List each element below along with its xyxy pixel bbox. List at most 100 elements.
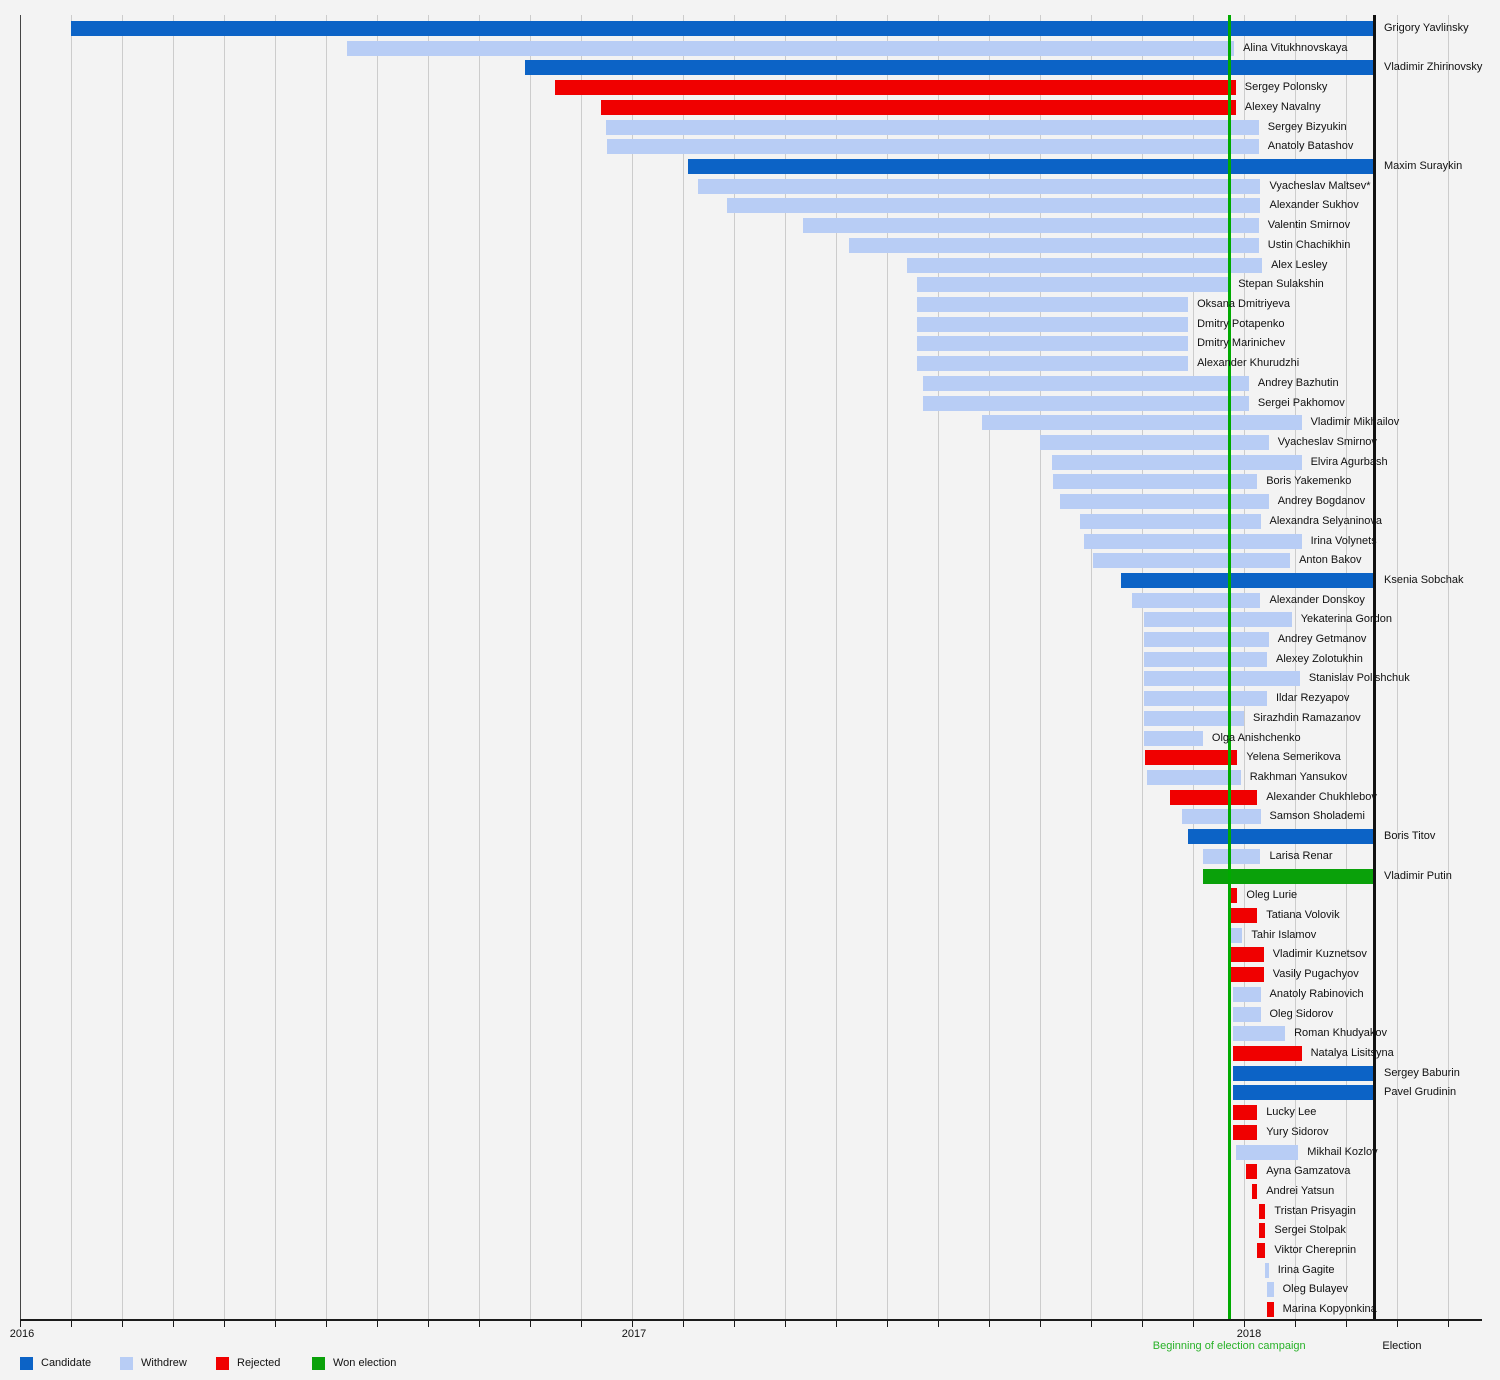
candidate-label: Valentin Smirnov — [1267, 219, 1351, 232]
candidate-label: Alexander Khurudzhi — [1197, 357, 1300, 370]
timeline-bar-withdrew — [1132, 592, 1261, 608]
candidate-label: Rakhman Yansukov — [1249, 771, 1348, 783]
candidate-label: Andrey Getmanov — [1277, 633, 1367, 645]
month-gridline — [1091, 15, 1092, 1319]
candidate-label: Anton Bakov — [1299, 554, 1362, 567]
timeline-bar-withdrew — [1146, 770, 1241, 785]
month-gridline — [1448, 15, 1449, 1319]
axis-year-label-2017: 2017 — [621, 1328, 647, 1340]
campaign-start-line — [1227, 15, 1231, 1319]
month-gridline — [734, 15, 735, 1319]
month-gridline — [581, 15, 582, 1319]
candidate-label: Vladimir Zhirinovsky — [1384, 61, 1483, 74]
month-gridline — [938, 15, 939, 1319]
month-gridline — [71, 15, 72, 1319]
axis-tick — [1193, 1319, 1194, 1327]
candidate-label: Natalya Lisitsyna — [1310, 1046, 1394, 1059]
axis-tick — [71, 1319, 72, 1327]
timeline-bar-withdrew — [916, 336, 1189, 352]
candidate-label: Stanislav Polishchuk — [1308, 672, 1410, 685]
timeline-bar-withdrew — [916, 277, 1230, 293]
timeline-bar-candidate — [1188, 829, 1374, 845]
candidate-label: Stepan Sulakshin — [1238, 278, 1324, 291]
candidate-label: Sergey Baburin — [1384, 1066, 1460, 1079]
candidate-label: Olga Anishchenko — [1211, 731, 1301, 744]
timeline-bar-withdrew — [1143, 671, 1300, 687]
axis-tick — [734, 1319, 735, 1327]
axis-tick — [683, 1319, 684, 1327]
axis-tick — [1448, 1319, 1449, 1327]
candidate-label: Ksenia Sobchak — [1384, 573, 1464, 586]
candidate-label: Elvira Agurbash — [1310, 455, 1388, 468]
timeline-bar-withdrew — [1143, 710, 1244, 726]
candidate-label: Vasily Pugachyov — [1272, 968, 1359, 981]
candidate-label: Irina Volynets — [1310, 534, 1377, 547]
month-gridline — [530, 15, 531, 1319]
month-gridline — [632, 15, 633, 1319]
axis-tick — [1346, 1319, 1347, 1327]
candidate-label: Ildar Rezyapov — [1276, 692, 1350, 705]
month-gridline — [326, 15, 327, 1319]
timeline-bar-rejected — [1258, 1203, 1266, 1219]
candidate-label: Alexey Navalny — [1244, 100, 1321, 113]
timeline-bar-rejected — [1258, 1223, 1266, 1239]
month-gridline — [122, 15, 123, 1319]
timeline-bar-withdrew — [1229, 927, 1243, 943]
legend-label: Candidate — [41, 1357, 92, 1369]
timeline-bar-rejected — [1232, 1124, 1258, 1140]
candidate-label: Oleg Bulayev — [1282, 1283, 1349, 1296]
timeline-bar-withdrew — [1232, 1006, 1261, 1022]
timeline-bar-rejected — [1245, 1164, 1258, 1180]
timeline-bar-candidate — [71, 21, 1374, 36]
timeline-bar-withdrew — [803, 218, 1259, 234]
axis-tick — [1397, 1319, 1398, 1327]
campaign-start-label: Beginning of election campaign — [1152, 1340, 1306, 1352]
timeline-bar-rejected — [1230, 967, 1264, 983]
timeline-bar-rejected — [1170, 789, 1258, 805]
timeline-bar-withdrew — [916, 356, 1189, 372]
timeline-bar-withdrew — [1053, 474, 1258, 490]
election-line — [1372, 15, 1376, 1319]
month-gridline — [1397, 15, 1398, 1319]
timeline-bar-candidate — [525, 60, 1374, 76]
candidate-label: Dmitry Potapenko — [1197, 317, 1285, 330]
timeline-bar-rejected — [1257, 1243, 1266, 1258]
timeline-bar-withdrew — [923, 375, 1249, 391]
x-axis-line — [20, 1319, 1482, 1321]
candidate-label: Boris Titov — [1384, 830, 1436, 843]
candidate-label: Alexander Sukhov — [1269, 199, 1359, 212]
candidate-label: Tatiana Volovik — [1266, 909, 1340, 921]
candidate-label: Vladimir Mikhailov — [1310, 416, 1400, 429]
timeline-bar-candidate — [1120, 572, 1374, 588]
timeline-bar-withdrew — [1092, 553, 1290, 569]
axis-tick — [581, 1319, 582, 1327]
candidate-label: Yury Sidorov — [1266, 1125, 1329, 1138]
timeline-bar-withdrew — [1267, 1282, 1274, 1298]
candidate-label: Alex Lesley — [1271, 258, 1328, 271]
timeline-bar-rejected — [600, 99, 1236, 115]
axis-tick — [20, 1319, 21, 1327]
month-gridline — [377, 15, 378, 1319]
timeline-bar-withdrew — [347, 40, 1235, 56]
month-gridline — [1244, 15, 1245, 1319]
timeline-bar-withdrew — [605, 119, 1259, 135]
candidate-label: Oksana Dmitriyeva — [1197, 297, 1291, 310]
timeline-bar-rejected — [1230, 947, 1264, 963]
candidate-label: Vladimir Kuznetsov — [1272, 948, 1367, 961]
legend: Candidate Withdrew Rejected Won election — [0, 1356, 1500, 1376]
candidate-label: Andrey Bogdanov — [1277, 495, 1366, 507]
candidate-label: Lucky Lee — [1266, 1106, 1317, 1118]
month-gridline — [479, 15, 480, 1319]
timeline-bar-rejected — [1227, 888, 1238, 904]
timeline-bar-withdrew — [727, 198, 1261, 214]
candidate-label: Anatoly Batashov — [1267, 140, 1354, 153]
timeline-bar-candidate — [1232, 1085, 1374, 1101]
candidate-label: Sergey Bizyukin — [1267, 120, 1347, 133]
candidate-swatch-icon — [20, 1357, 33, 1370]
month-gridline — [1193, 15, 1194, 1319]
month-gridline — [275, 15, 276, 1319]
timeline-bar-rejected — [1229, 908, 1258, 923]
candidate-label: Alexander Chukhlebov — [1266, 790, 1377, 803]
candidate-label: Sergey Polonsky — [1244, 81, 1328, 94]
axis-tick — [989, 1319, 990, 1327]
